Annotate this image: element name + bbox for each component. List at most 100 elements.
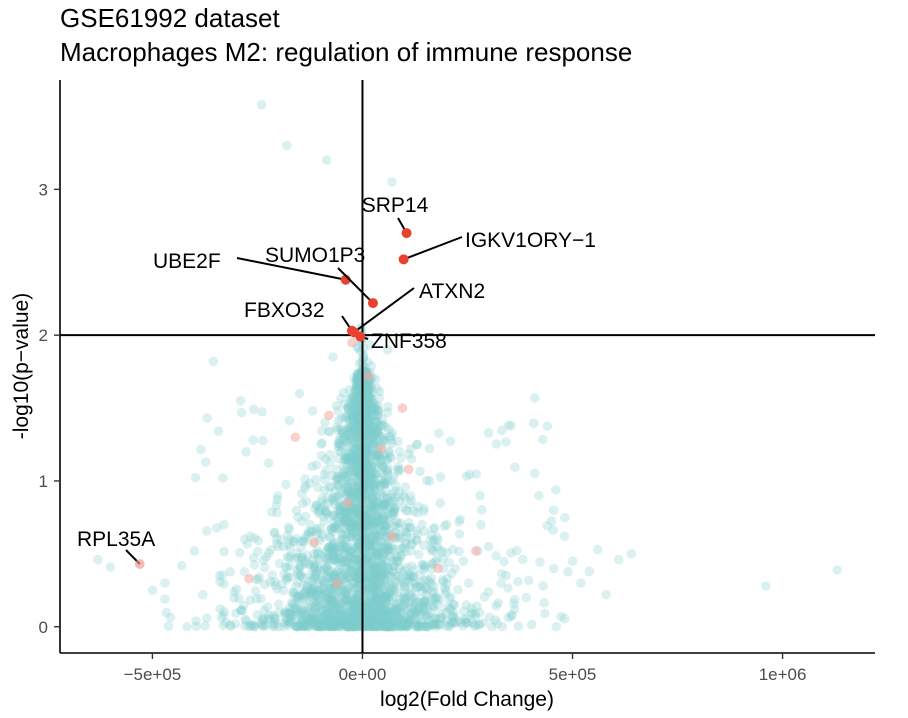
background-point xyxy=(383,401,393,412)
background-point xyxy=(371,589,382,599)
background-point xyxy=(350,595,360,605)
background-point xyxy=(323,620,333,631)
background-point xyxy=(335,501,345,512)
background-point xyxy=(352,372,363,382)
background-point xyxy=(328,570,338,580)
background-point xyxy=(506,611,517,621)
background-point xyxy=(398,490,409,501)
background-point xyxy=(290,607,300,618)
x-tick-label: 0e+00 xyxy=(339,665,387,684)
background-point xyxy=(393,466,404,477)
background-point xyxy=(351,410,362,421)
background-point xyxy=(284,534,295,545)
background-point xyxy=(341,542,351,553)
background-point xyxy=(307,584,317,595)
background-point xyxy=(372,427,383,438)
background-point xyxy=(403,620,414,631)
background-point xyxy=(345,487,355,498)
background-point xyxy=(348,453,359,464)
background-point xyxy=(366,461,377,472)
background-point xyxy=(352,372,363,383)
background-point xyxy=(353,581,364,591)
background-point xyxy=(314,505,325,515)
background-point xyxy=(253,574,263,585)
background-point xyxy=(442,573,453,584)
background-point xyxy=(303,530,314,540)
background-point xyxy=(346,532,356,543)
background-point xyxy=(327,596,338,606)
background-point xyxy=(319,589,330,600)
background-point xyxy=(364,621,375,632)
background-point xyxy=(373,497,383,508)
background-point xyxy=(353,408,364,418)
background-point xyxy=(374,597,385,608)
background-point xyxy=(378,501,388,512)
background-point xyxy=(368,524,379,535)
background-point xyxy=(351,468,361,478)
background-point xyxy=(470,612,481,622)
background-point xyxy=(425,619,436,630)
background-point xyxy=(322,610,332,621)
background-point xyxy=(356,388,366,399)
background-point xyxy=(397,616,408,627)
background-point xyxy=(385,588,396,599)
background-point xyxy=(364,614,375,624)
background-point xyxy=(384,424,394,435)
background-point xyxy=(352,497,363,508)
background-point xyxy=(431,592,441,603)
background-point xyxy=(386,607,397,618)
background-point xyxy=(353,567,364,577)
background-point xyxy=(342,594,353,605)
background-point xyxy=(350,555,360,565)
background-point xyxy=(362,554,373,564)
background-point xyxy=(381,620,392,631)
background-point xyxy=(316,426,327,436)
background-point xyxy=(279,569,289,580)
background-point xyxy=(379,561,390,571)
background-point xyxy=(336,557,347,568)
background-point xyxy=(370,571,381,582)
background-point xyxy=(274,607,284,617)
background-point xyxy=(446,603,456,614)
background-point xyxy=(421,621,432,632)
background-point xyxy=(375,536,386,547)
background-point xyxy=(353,542,364,553)
background-point xyxy=(376,480,386,491)
background-point xyxy=(408,572,419,582)
background-point xyxy=(402,527,412,538)
background-point xyxy=(366,361,377,371)
background-point xyxy=(341,475,351,486)
background-point xyxy=(366,558,377,568)
background-point xyxy=(285,613,295,623)
background-point xyxy=(405,590,416,600)
background-point xyxy=(332,619,342,629)
x-tick-label: 5e+05 xyxy=(549,665,597,684)
background-point xyxy=(362,577,373,588)
background-point xyxy=(383,545,394,556)
background-point xyxy=(248,435,259,445)
background-point xyxy=(272,494,282,505)
background-point xyxy=(373,405,383,416)
background-point xyxy=(352,392,363,403)
background-point xyxy=(351,454,361,465)
background-point xyxy=(353,411,364,421)
background-point xyxy=(379,470,389,481)
background-point xyxy=(321,615,332,626)
background-point xyxy=(343,487,353,497)
background-point xyxy=(261,620,272,630)
background-point xyxy=(349,612,359,623)
background-point xyxy=(367,489,378,500)
background-point xyxy=(424,476,435,486)
background-point xyxy=(298,604,308,615)
background-point xyxy=(339,620,349,631)
background-point xyxy=(350,498,360,509)
background-point xyxy=(371,495,381,505)
y-axis-title: -log10(p−value) xyxy=(10,293,33,440)
background-point xyxy=(471,469,482,479)
background-point xyxy=(382,608,393,618)
background-point xyxy=(420,595,431,606)
background-point xyxy=(526,619,537,630)
background-point xyxy=(344,466,355,476)
background-point xyxy=(297,595,307,606)
background-point xyxy=(335,614,346,625)
